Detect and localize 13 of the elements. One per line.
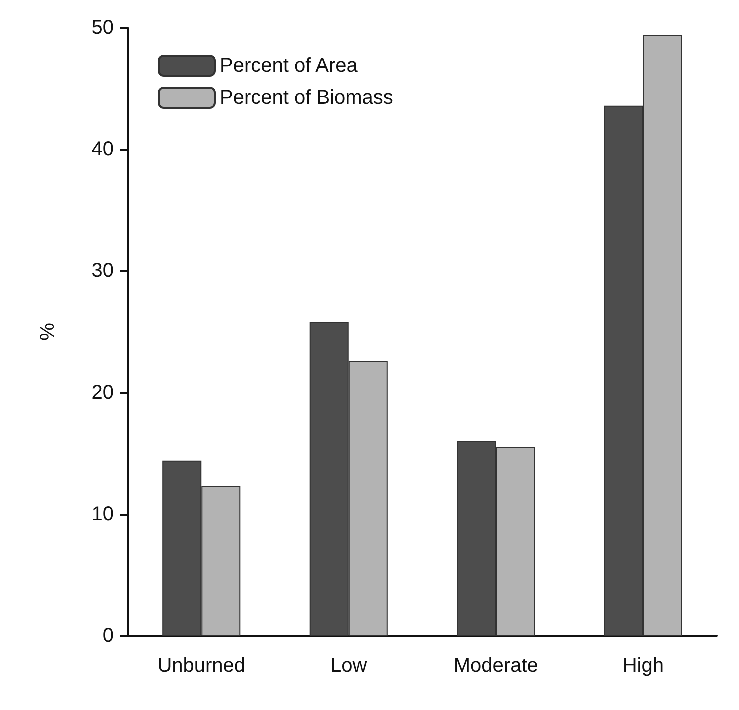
x-tick-label: Unburned (158, 655, 246, 677)
y-tick-label: 50 (92, 17, 114, 39)
x-tick-label: Moderate (454, 655, 538, 677)
legend-label: Percent of Biomass (220, 87, 394, 109)
legend-label: Percent of Area (220, 55, 359, 77)
y-axis-title: % (37, 322, 59, 341)
y-tick-label: 30 (92, 260, 114, 282)
x-tick-label: Low (330, 655, 368, 677)
x-tick-label: High (622, 655, 664, 677)
y-tick-label: 20 (92, 382, 114, 404)
y-tick-label: 10 (92, 503, 114, 526)
y-tick-label: 0 (102, 625, 114, 647)
y-tick-label: 40 (92, 138, 114, 161)
